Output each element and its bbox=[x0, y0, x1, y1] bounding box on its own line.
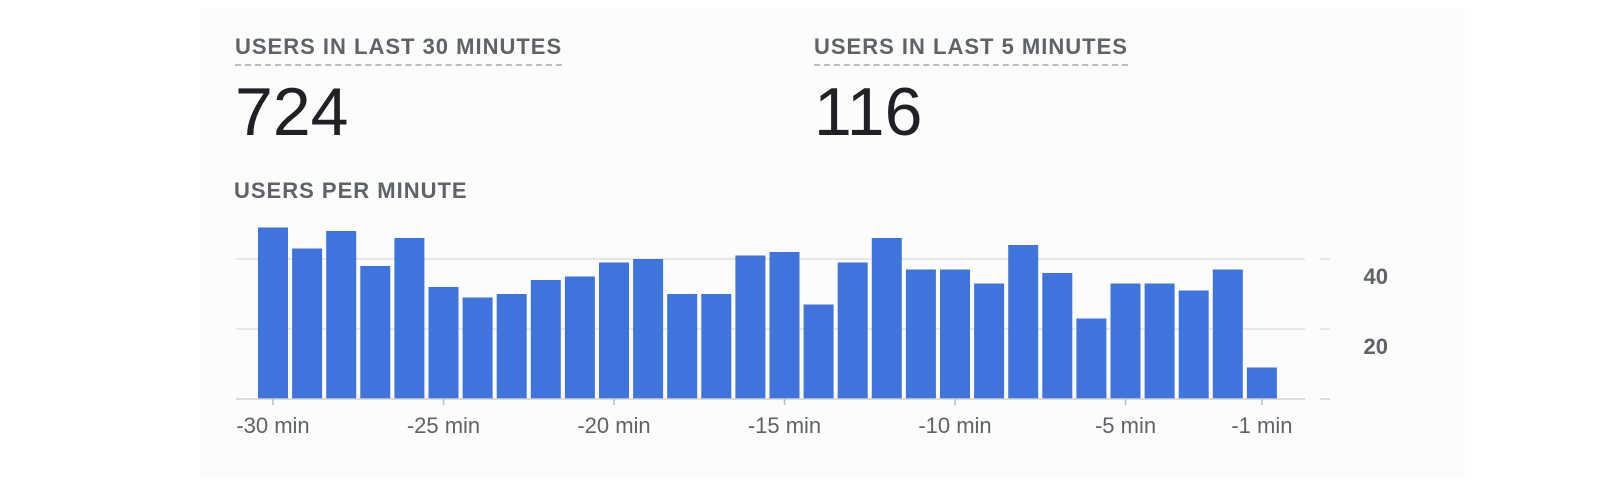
bar[interactable] bbox=[564, 276, 595, 400]
bar[interactable] bbox=[1178, 290, 1209, 400]
metric-users-30-min[interactable]: USERS IN LAST 30 MINUTES 724 bbox=[235, 34, 563, 150]
metric-value: 724 bbox=[235, 74, 349, 150]
bar[interactable] bbox=[974, 283, 1005, 400]
x-tick-label: -25 min bbox=[407, 413, 480, 438]
bar[interactable] bbox=[633, 259, 664, 399]
bar[interactable] bbox=[769, 252, 800, 399]
x-tick-label: -5 min bbox=[1095, 413, 1156, 438]
metric-label[interactable]: USERS IN LAST 30 MINUTES bbox=[235, 34, 563, 66]
bar[interactable] bbox=[837, 262, 868, 400]
bar[interactable] bbox=[735, 255, 766, 400]
x-tick-label: -1 min bbox=[1231, 413, 1292, 438]
x-tick-label: -30 min bbox=[236, 413, 309, 438]
x-tick-label: -20 min bbox=[577, 413, 650, 438]
bar[interactable] bbox=[394, 238, 425, 399]
bar[interactable] bbox=[701, 294, 732, 399]
x-tick-label: -15 min bbox=[748, 413, 821, 438]
bar[interactable] bbox=[1042, 273, 1073, 399]
y-tick-label: 20 bbox=[1364, 334, 1388, 359]
bar[interactable] bbox=[462, 297, 493, 400]
bar[interactable] bbox=[428, 287, 459, 399]
bar[interactable] bbox=[871, 238, 902, 399]
bar[interactable] bbox=[496, 294, 527, 399]
bar[interactable] bbox=[326, 231, 357, 399]
bar[interactable] bbox=[1076, 318, 1107, 400]
bar[interactable] bbox=[1246, 367, 1277, 400]
bar[interactable] bbox=[1144, 283, 1175, 400]
bar[interactable] bbox=[258, 227, 288, 400]
metric-label[interactable]: USERS IN LAST 5 MINUTES bbox=[814, 34, 1128, 66]
bar[interactable] bbox=[360, 266, 391, 399]
metric-users-5-min[interactable]: USERS IN LAST 5 MINUTES 116 bbox=[814, 34, 1128, 146]
bar[interactable] bbox=[292, 248, 323, 400]
chart-title: USERS PER MINUTE bbox=[234, 178, 468, 203]
metric-value: 116 bbox=[814, 74, 923, 150]
bar[interactable] bbox=[803, 304, 834, 400]
x-tick-label: -10 min bbox=[918, 413, 991, 438]
bar[interactable] bbox=[1212, 269, 1243, 400]
bar[interactable] bbox=[1008, 245, 1039, 399]
bar[interactable] bbox=[1110, 283, 1141, 400]
y-tick-label: 40 bbox=[1364, 264, 1388, 289]
bar[interactable] bbox=[940, 269, 970, 400]
bar[interactable] bbox=[667, 294, 698, 399]
bar[interactable] bbox=[530, 280, 561, 399]
bar[interactable] bbox=[905, 269, 936, 400]
bar[interactable] bbox=[599, 262, 629, 400]
